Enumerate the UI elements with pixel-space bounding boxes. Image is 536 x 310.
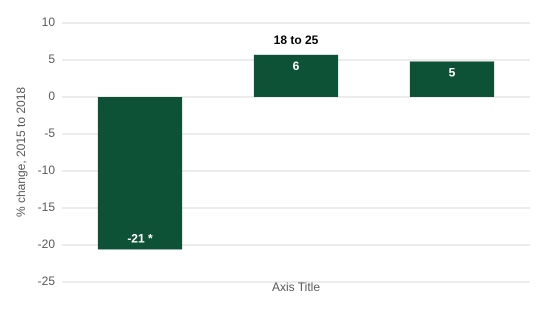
bar <box>97 97 183 250</box>
value-label: 5 <box>449 66 456 80</box>
x-axis-title: Axis Title <box>272 280 320 294</box>
y-tick-label: 10 <box>42 15 56 29</box>
y-tick-label: -20 <box>38 237 56 251</box>
y-tick-label: 5 <box>48 52 55 66</box>
value-label: -21 * <box>127 232 153 246</box>
y-tick-label: -25 <box>38 274 56 288</box>
y-tick-label: -10 <box>38 163 56 177</box>
bar <box>409 61 495 97</box>
bar <box>253 54 339 97</box>
y-tick-label: -15 <box>38 200 56 214</box>
category-label: 18 to 25 <box>274 33 319 47</box>
y-tick-label: 0 <box>48 89 55 103</box>
y-axis-title: % change, 2015 to 2018 <box>14 87 28 217</box>
value-label: 6 <box>293 59 300 73</box>
y-tick-label: -5 <box>44 126 55 140</box>
